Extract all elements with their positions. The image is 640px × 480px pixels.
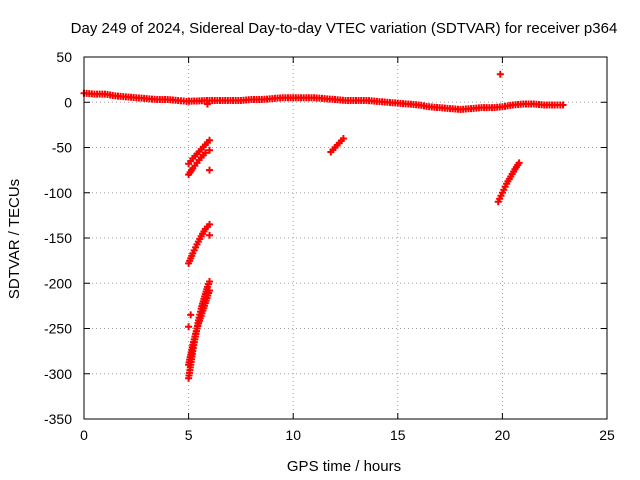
grid	[84, 57, 607, 419]
point-arc-5h-low-2	[206, 286, 214, 294]
point-isolated	[496, 70, 504, 78]
chart-title: Day 249 of 2024, Sidereal Day-to-day VTE…	[71, 20, 618, 37]
x-axis-label: GPS time / hours	[287, 458, 401, 475]
ticks: 0 5 10 15 20 25 50 0 -50 -100 -150 -200 -250 -300 -350	[44, 49, 615, 443]
point-arc-5h-low	[206, 277, 214, 285]
plot-frame	[83, 56, 608, 420]
x-tick-label: 15	[390, 427, 406, 443]
y-tick-label: 0	[64, 94, 72, 110]
point-arc-5h-mid	[206, 220, 214, 228]
y-tick-label: -50	[52, 140, 72, 156]
point-isolated	[203, 100, 211, 108]
y-tick-label: -200	[44, 275, 72, 291]
point-arc-5h-upper-2	[206, 146, 214, 154]
y-axis-label: SDTVAR / TECUs	[6, 179, 23, 299]
point-arc-5h-upper	[206, 136, 214, 144]
data-points	[80, 70, 567, 382]
y-tick-label: -250	[44, 321, 72, 337]
y-tick-label: -150	[44, 230, 72, 246]
y-tick-label: 50	[56, 49, 72, 65]
point-isolated	[187, 311, 195, 319]
point-isolated	[185, 323, 193, 331]
y-tick-label: -350	[44, 411, 72, 427]
point-arc-12h	[339, 134, 347, 142]
x-tick-label: 25	[599, 427, 615, 443]
point-isolated	[206, 231, 214, 239]
x-tick-label: 20	[495, 427, 511, 443]
y-tick-label: -300	[44, 366, 72, 382]
x-tick-label: 5	[185, 427, 193, 443]
point-arc-20h	[515, 159, 523, 167]
x-tick-label: 10	[285, 427, 301, 443]
y-tick-label: -100	[44, 185, 72, 201]
point-arc-5h-upper-2	[201, 149, 209, 157]
point-isolated	[206, 166, 214, 174]
point-baseline	[559, 101, 567, 109]
x-tick-label: 0	[80, 427, 88, 443]
